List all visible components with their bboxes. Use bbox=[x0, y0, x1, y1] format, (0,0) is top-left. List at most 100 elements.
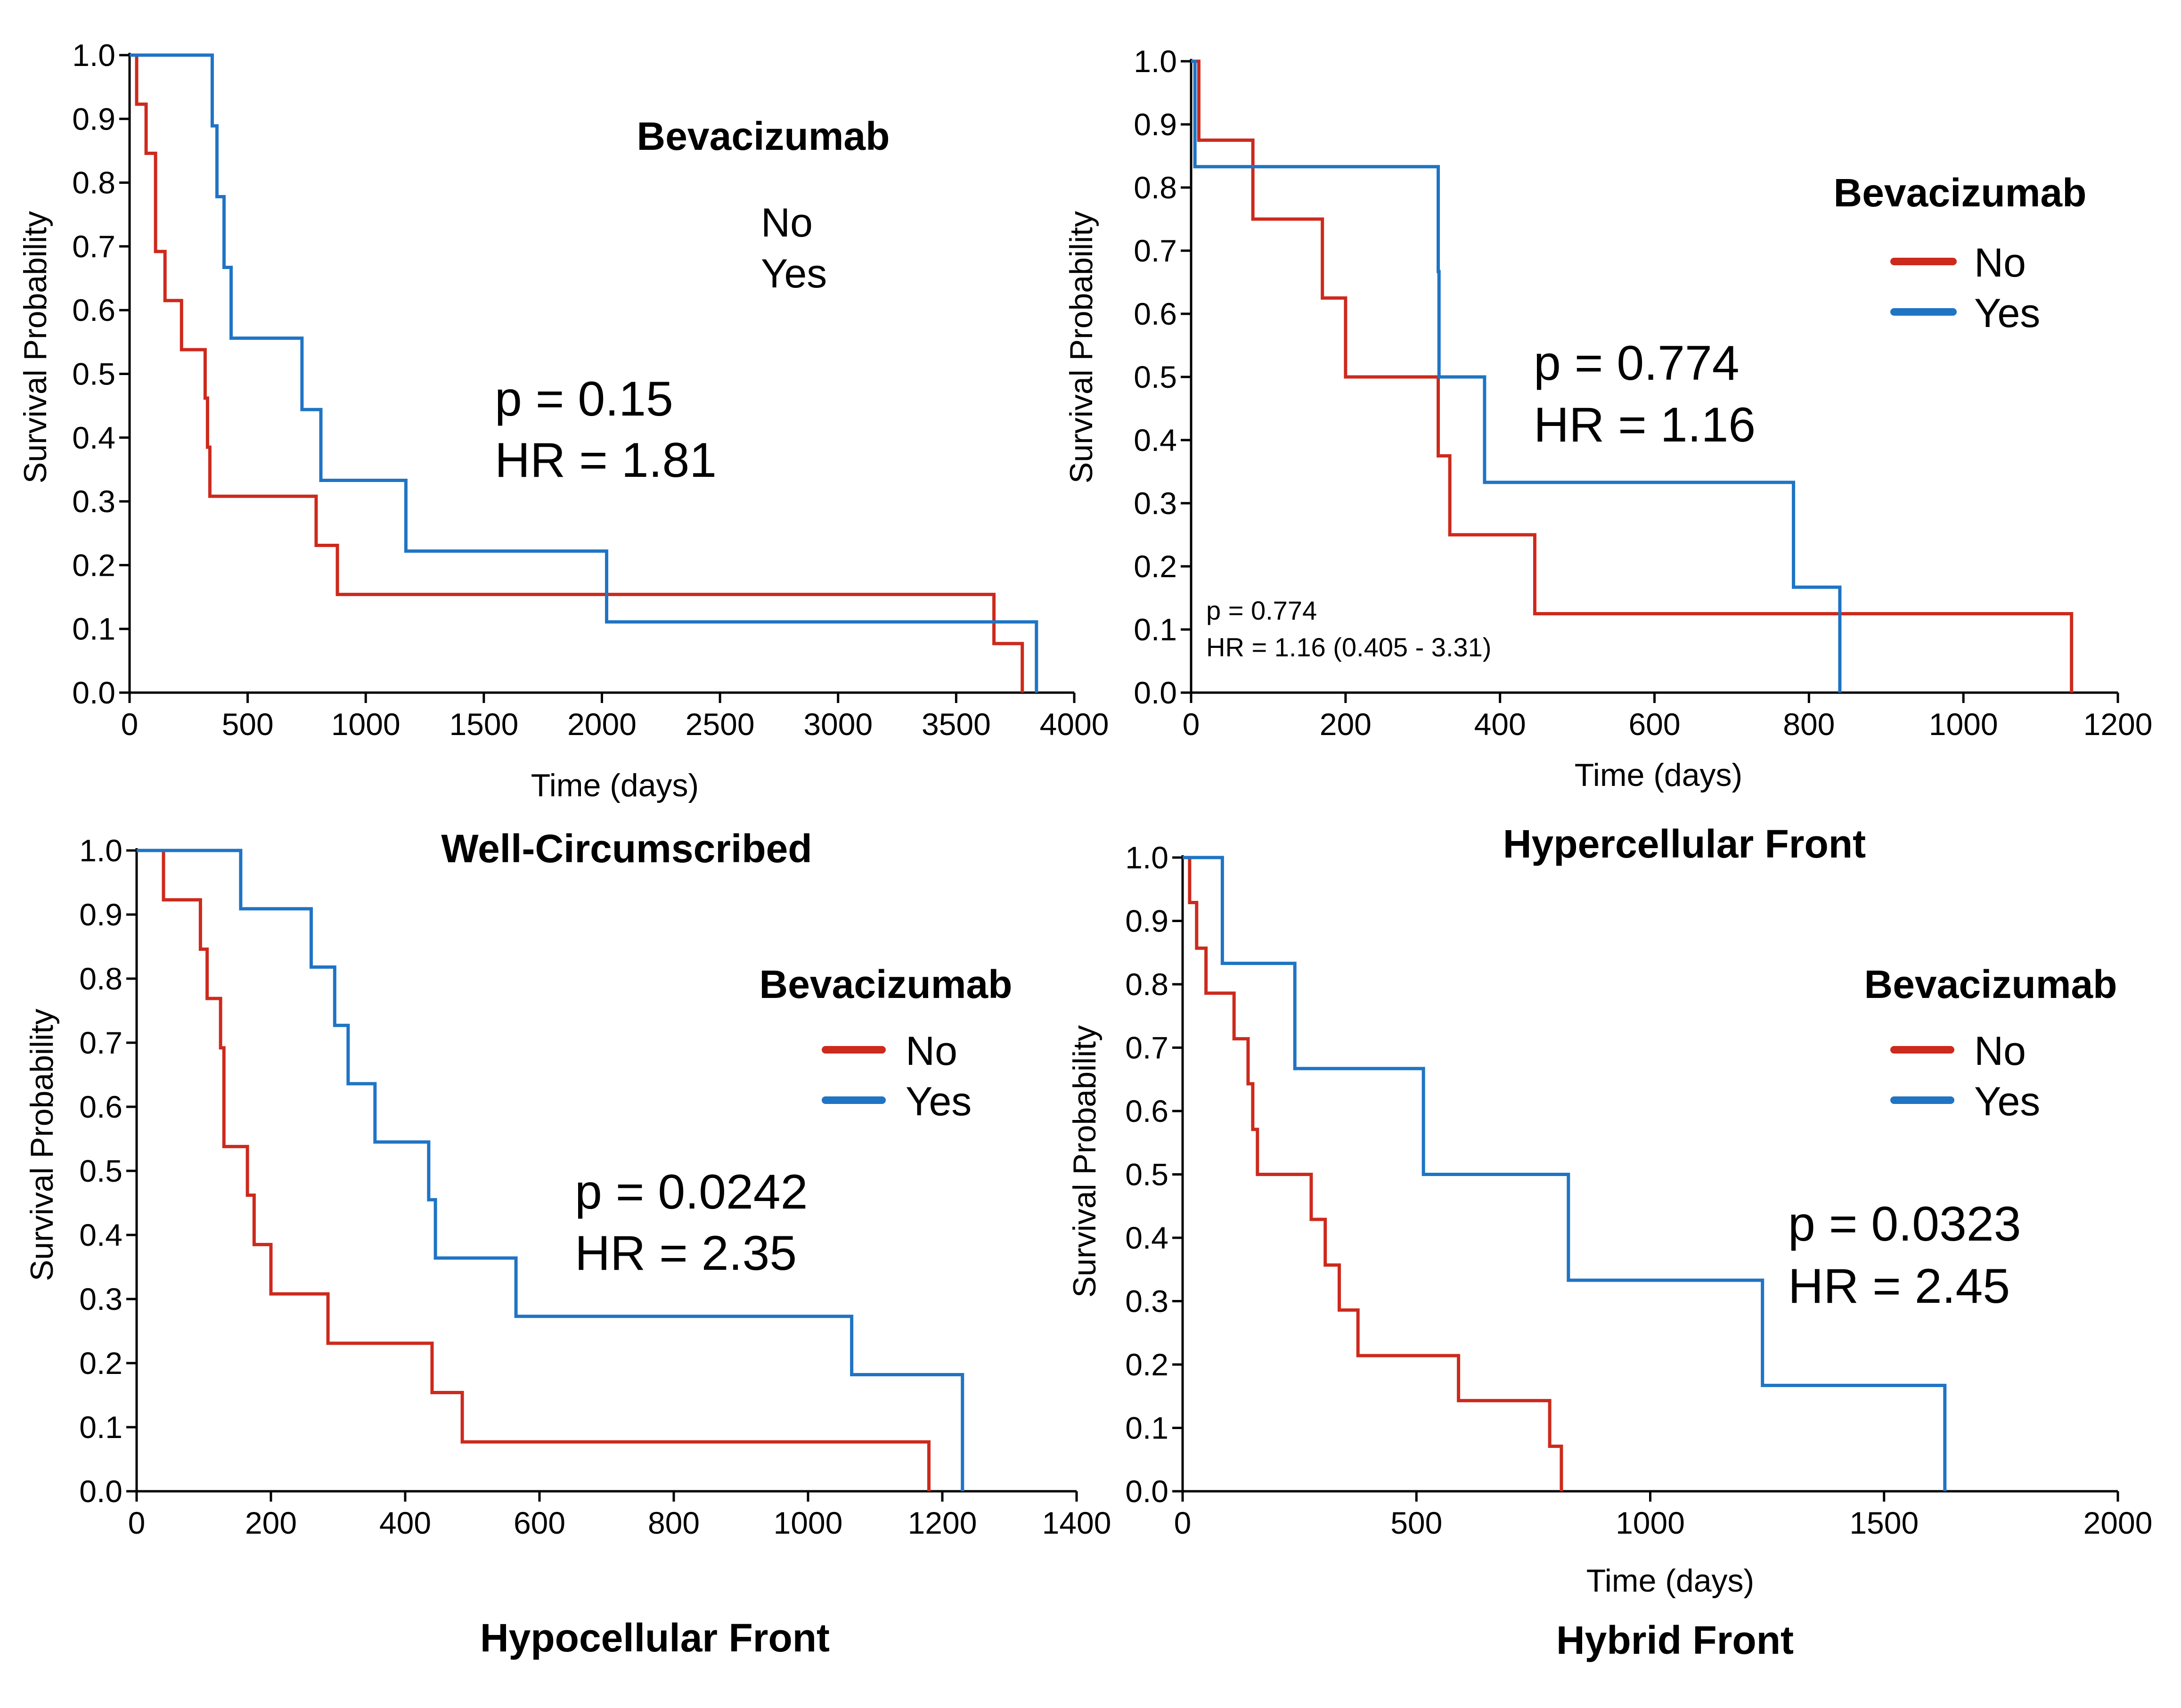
x-tick-label: 1500 bbox=[1849, 1505, 1919, 1540]
x-axis-label: Time (days) bbox=[1586, 1563, 1754, 1599]
hazard-ratio: HR = 2.45 bbox=[1788, 1259, 2010, 1314]
x-tick-label: 1200 bbox=[2083, 707, 2153, 742]
y-tick-label: 0.9 bbox=[1125, 904, 1168, 939]
panel-title: Well-Circumscribed bbox=[441, 826, 812, 871]
hazard-ratio: HR = 1.16 bbox=[1534, 398, 1756, 452]
y-tick-label: 0.8 bbox=[72, 165, 115, 200]
y-tick-label: 0.9 bbox=[72, 101, 115, 136]
y-tick-label: 0.2 bbox=[72, 548, 115, 582]
legend-title: Bevacizumab bbox=[637, 114, 890, 158]
km-curve-yes bbox=[130, 53, 1038, 693]
y-axis-label: Survival Probability bbox=[17, 211, 53, 483]
panel-hypercellular-front: Hypercellular Front Time (days) Survival… bbox=[1063, 44, 2152, 866]
y-tick-label: 1.0 bbox=[79, 833, 123, 868]
y-tick-label: 0.8 bbox=[79, 961, 123, 996]
km-curve-no bbox=[130, 53, 1024, 693]
x-tick-label: 400 bbox=[379, 1505, 431, 1540]
y-tick-label: 1.0 bbox=[72, 38, 115, 73]
x-tick-label: 500 bbox=[222, 707, 274, 742]
y-tick-label: 0.0 bbox=[72, 675, 115, 710]
x-tick-label: 200 bbox=[245, 1505, 297, 1540]
y-tick-label: 0.1 bbox=[79, 1410, 123, 1445]
y-tick-label: 0.6 bbox=[72, 293, 115, 327]
x-tick-label: 1200 bbox=[908, 1505, 977, 1540]
x-tick-label: 3500 bbox=[922, 707, 991, 742]
x-tick-label: 1000 bbox=[1616, 1505, 1685, 1540]
y-tick-label: 0.2 bbox=[1134, 549, 1177, 584]
km-curve-no bbox=[1191, 59, 2074, 693]
legend-item-yes: Yes bbox=[1974, 1079, 2040, 1124]
y-tick-label: 0.3 bbox=[79, 1282, 123, 1316]
panel-well-circumscribed: Well-Circumscribed Time (days) Survival … bbox=[17, 38, 1109, 871]
y-tick-label: 0.7 bbox=[1125, 1030, 1168, 1065]
y-tick-label: 0.1 bbox=[1134, 612, 1177, 647]
km-curve-yes bbox=[1183, 856, 1947, 1491]
y-tick-label: 0.3 bbox=[1134, 486, 1177, 521]
y-axis-label: Survival Probability bbox=[1067, 1025, 1103, 1298]
annotation-p-value: p = 0.774 bbox=[1206, 596, 1317, 625]
panel-title: Hypercellular Front bbox=[1503, 822, 1866, 866]
x-tick-label: 600 bbox=[514, 1505, 565, 1540]
y-tick-label: 0.1 bbox=[72, 612, 115, 646]
y-tick-label: 0.0 bbox=[1125, 1474, 1168, 1509]
y-tick-label: 0.6 bbox=[1125, 1094, 1168, 1128]
p-value: p = 0.774 bbox=[1534, 336, 1740, 391]
legend-title: Bevacizumab bbox=[1834, 171, 2087, 215]
y-tick-label: 0.5 bbox=[1125, 1157, 1168, 1192]
x-tick-label: 3000 bbox=[803, 707, 873, 742]
x-tick-label: 0 bbox=[128, 1505, 146, 1540]
y-tick-label: 0.5 bbox=[1134, 360, 1177, 394]
x-tick-label: 4000 bbox=[1040, 707, 1109, 742]
km-curve-yes bbox=[137, 849, 964, 1491]
km-curve-yes bbox=[1191, 59, 1842, 693]
x-tick-label: 800 bbox=[1783, 707, 1835, 742]
y-tick-label: 0.4 bbox=[72, 420, 115, 455]
x-tick-label: 1500 bbox=[449, 707, 518, 742]
x-tick-label: 1000 bbox=[331, 707, 400, 742]
x-tick-label: 2000 bbox=[2083, 1505, 2153, 1540]
y-tick-label: 0.4 bbox=[1125, 1220, 1168, 1255]
legend-item-no: No bbox=[761, 200, 813, 245]
y-tick-label: 0.6 bbox=[79, 1089, 123, 1124]
y-tick-label: 0.0 bbox=[1134, 675, 1177, 710]
legend-item-no: No bbox=[1974, 1029, 2026, 1074]
p-value: p = 0.15 bbox=[495, 372, 673, 426]
y-axis-label: Survival Probability bbox=[1063, 211, 1099, 483]
x-axis-label: Time (days) bbox=[1575, 757, 1742, 793]
x-tick-label: 2000 bbox=[567, 707, 637, 742]
y-tick-label: 0.4 bbox=[79, 1218, 123, 1252]
y-tick-label: 0.2 bbox=[1125, 1347, 1168, 1382]
y-tick-label: 0.2 bbox=[79, 1346, 123, 1381]
legend-title: Bevacizumab bbox=[760, 962, 1013, 1006]
legend-item-no: No bbox=[1974, 240, 2026, 286]
x-tick-label: 0 bbox=[121, 707, 139, 742]
annotation-hazard-ratio: HR = 1.16 (0.405 - 3.31) bbox=[1206, 632, 1491, 662]
panel-hypocellular-front: Hypocellular Front Survival Probability … bbox=[24, 833, 1111, 1660]
y-tick-label: 0.6 bbox=[1134, 296, 1177, 331]
x-tick-label: 800 bbox=[648, 1505, 700, 1540]
y-tick-label: 0.7 bbox=[72, 229, 115, 264]
y-tick-label: 0.4 bbox=[1134, 423, 1177, 458]
y-tick-label: 0.7 bbox=[1134, 233, 1177, 268]
x-tick-label: 500 bbox=[1390, 1505, 1442, 1540]
y-tick-label: 0.8 bbox=[1134, 170, 1177, 205]
x-axis-label: Time (days) bbox=[531, 768, 699, 803]
legend-title: Bevacizumab bbox=[1864, 962, 2117, 1006]
legend-item-yes: Yes bbox=[906, 1079, 972, 1124]
y-tick-label: 0.9 bbox=[1134, 107, 1177, 142]
y-tick-label: 0.9 bbox=[79, 897, 123, 932]
km-curve-no bbox=[137, 849, 931, 1491]
y-tick-label: 0.5 bbox=[72, 357, 115, 392]
x-tick-label: 0 bbox=[1183, 707, 1200, 742]
km-curve-no bbox=[1183, 856, 1563, 1491]
x-tick-label: 1000 bbox=[774, 1505, 843, 1540]
y-tick-label: 0.3 bbox=[1125, 1284, 1168, 1319]
x-tick-label: 400 bbox=[1474, 707, 1526, 742]
hazard-ratio: HR = 2.35 bbox=[575, 1226, 797, 1281]
x-tick-label: 600 bbox=[1628, 707, 1680, 742]
y-tick-label: 0.5 bbox=[79, 1153, 123, 1188]
x-tick-label: 0 bbox=[1174, 1505, 1192, 1540]
x-tick-label: 1400 bbox=[1042, 1505, 1111, 1540]
panel-title: Hybrid Front bbox=[1556, 1618, 1794, 1662]
